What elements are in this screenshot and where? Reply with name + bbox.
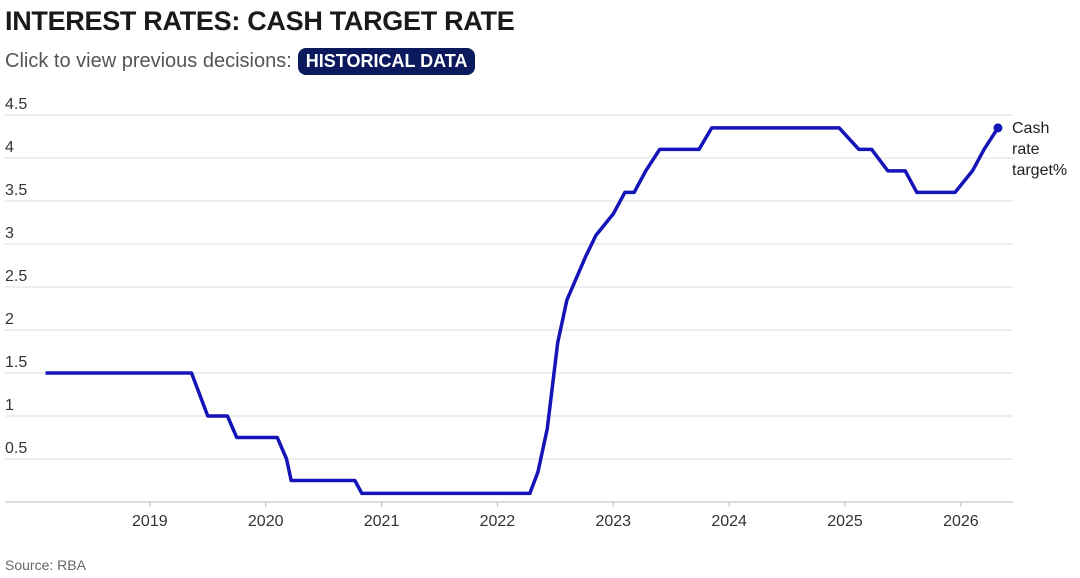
x-tick-label: 2021 bbox=[364, 513, 400, 530]
y-tick-label: 4 bbox=[5, 139, 14, 156]
x-tick-label: 2024 bbox=[711, 513, 747, 530]
y-tick-label: 0.5 bbox=[5, 440, 27, 457]
subtitle-row: Click to view previous decisions: HISTOR… bbox=[5, 48, 476, 75]
x-tick-label: 2020 bbox=[248, 513, 284, 530]
y-tick-label: 2 bbox=[5, 311, 14, 328]
x-tick-label: 2025 bbox=[827, 513, 863, 530]
x-tick-label: 2026 bbox=[943, 513, 979, 530]
line-series bbox=[45, 126, 1000, 496]
historical-data-button[interactable]: HISTORICAL DATA bbox=[297, 48, 476, 75]
y-tick-label: 2.5 bbox=[5, 268, 27, 285]
x-tick-label: 2023 bbox=[595, 513, 631, 530]
y-tick-label: 4.5 bbox=[5, 96, 27, 113]
y-tick-label: 3.5 bbox=[5, 182, 27, 199]
y-tick-label: 1.5 bbox=[5, 354, 27, 371]
end-point bbox=[993, 123, 1003, 133]
chart-title: INTEREST RATES: CASH TARGET RATE bbox=[5, 6, 515, 36]
x-tick-label: 2019 bbox=[132, 513, 168, 530]
y-tick-label: 1 bbox=[5, 397, 14, 414]
x-tick-label: 2022 bbox=[480, 513, 516, 530]
source: Source: RBA bbox=[5, 557, 87, 573]
series-label: Cash rate target% bbox=[1012, 120, 1068, 179]
y-tick-label: 3 bbox=[5, 225, 14, 242]
subtitle: Click to view previous decisions: bbox=[5, 50, 292, 72]
